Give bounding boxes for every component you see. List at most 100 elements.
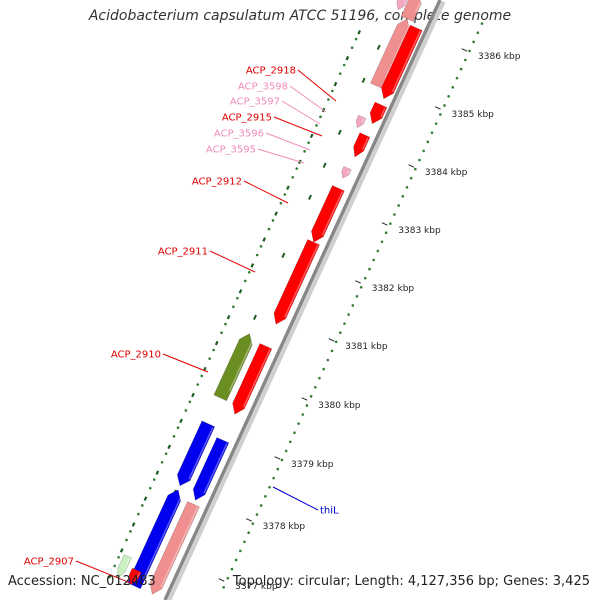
feature-row-left-dot xyxy=(291,175,295,179)
feature-row-left-dot xyxy=(354,37,358,41)
leader-acp-3596 xyxy=(265,132,311,151)
feature-row-left-dash xyxy=(131,522,136,527)
feature-row-left-dot xyxy=(295,167,299,170)
scale-tick-label: 3378 kbp xyxy=(263,522,306,532)
gene-label-acp-2911[interactable]: ACP_2911 xyxy=(158,247,208,258)
feature-row-left-dot xyxy=(283,193,287,196)
feature-row-right-dot xyxy=(305,404,309,407)
scale-tick-label: 3383 kbp xyxy=(398,226,441,236)
feature-row-left-dot xyxy=(331,89,334,93)
backbone-line xyxy=(163,0,442,600)
feature-row-right-dot xyxy=(326,358,330,362)
gene-arrow-acp-2915[interactable] xyxy=(353,132,371,158)
gene-label-acp-3596[interactable]: ACP_3596 xyxy=(214,129,264,140)
gene-label-acp-3598[interactable]: ACP_3598 xyxy=(238,82,288,93)
feature-row-right-dot xyxy=(289,440,292,444)
gene-arrow-acp-3597[interactable] xyxy=(355,114,367,129)
feature-row-left-dash xyxy=(179,418,183,424)
gene-arrow-acp-2907[interactable] xyxy=(128,567,142,585)
feature-row-right-dot xyxy=(422,149,425,153)
gene-arrow-thil[interactable] xyxy=(192,437,230,501)
gene-arrow-acp-2910[interactable] xyxy=(213,333,253,402)
scale-tick-label: 3382 kbp xyxy=(372,284,415,294)
feature-row-left-dot xyxy=(184,409,188,412)
feature-row-left-dot xyxy=(232,305,235,309)
gene-label-acp-2912[interactable]: ACP_2912 xyxy=(192,177,242,188)
feature-row-left-dot xyxy=(243,279,247,283)
gene-label-acp-2907[interactable]: ACP_2907 xyxy=(24,557,74,568)
scale-tick-label: 3381 kbp xyxy=(345,342,388,352)
gene-arrow-acp-2909-highlight xyxy=(242,348,271,408)
feature-row-left-dash xyxy=(143,496,148,501)
feature-marker xyxy=(308,194,312,200)
feature-row-left-dot xyxy=(212,348,215,352)
gene-arrow-acp-2911[interactable] xyxy=(273,239,320,325)
feature-row-right-dot xyxy=(389,222,392,225)
gene-arrow-acp-2915-highlight xyxy=(361,137,369,150)
feature-marker xyxy=(322,162,327,168)
feature-row-left-dot xyxy=(342,63,346,67)
feature-row-right-dot xyxy=(405,185,409,189)
feature-row-right-dot xyxy=(468,49,471,53)
gene-arrow-acp-2909[interactable] xyxy=(232,343,273,415)
feature-row-right-dot xyxy=(276,467,280,471)
scale-tick-label: 3377 kbp xyxy=(235,582,278,592)
feature-row-right-dot xyxy=(347,313,350,316)
gene-label-acp-3597[interactable]: ACP_3597 xyxy=(230,97,280,108)
feature-row-left-dot xyxy=(327,98,330,101)
gene-arrow-acp-2918-highlight xyxy=(391,30,422,93)
gene-arrow-small-upper[interactable] xyxy=(396,0,408,11)
feature-row-left-dash xyxy=(274,211,278,216)
feature-row-right-dot xyxy=(330,349,334,353)
feature-row-left-dot xyxy=(125,538,128,542)
feature-row-right-dot xyxy=(355,295,359,298)
gene-arrow-blue-3[interactable] xyxy=(127,489,182,590)
feature-row-left-dash xyxy=(250,263,255,268)
feature-row-left-dot xyxy=(208,357,211,360)
gene-arrow-acp-2911-highlight xyxy=(284,244,319,318)
feature-row-left-dash xyxy=(119,548,124,553)
gene-arrow-acp-2912[interactable] xyxy=(311,185,345,243)
gene-arrow-acp-2916[interactable] xyxy=(369,101,388,125)
gene-label-acp-2910[interactable]: ACP_2910 xyxy=(111,350,161,361)
feature-marker xyxy=(361,77,366,83)
gene-label-acp-2915[interactable]: ACP_2915 xyxy=(222,113,272,124)
gene-arrow-acp-3595[interactable] xyxy=(341,166,352,179)
feature-row-right-dot xyxy=(264,495,267,498)
gene-arrow-acp-2918[interactable] xyxy=(381,24,423,100)
gene-arrow-acp-2919-upper[interactable] xyxy=(400,0,422,22)
gene-arrow-acp-2918-pink-highlight xyxy=(384,21,412,80)
scale-tick-mark xyxy=(355,280,362,284)
feature-row-right-dot xyxy=(439,113,442,116)
feature-row-left-dash xyxy=(238,289,243,294)
feature-row-left-dot xyxy=(176,426,180,430)
feature-row-right-dot xyxy=(343,322,346,325)
scale-tick-mark xyxy=(274,456,281,460)
feature-row-left-dot xyxy=(319,115,322,119)
gene-label-acp-3595[interactable]: ACP_3595 xyxy=(206,145,256,156)
feature-row-left-dot xyxy=(220,331,223,335)
feature-row-right-dot xyxy=(397,204,400,207)
feature-row-left-dash xyxy=(191,392,195,398)
feature-row-right-dot xyxy=(364,276,367,280)
leader-acp-2910 xyxy=(162,353,209,373)
feature-row-left-dot xyxy=(279,201,283,205)
feature-row-left-dot xyxy=(141,504,144,507)
feature-row-right-dot xyxy=(351,304,355,307)
gene-label-thil[interactable]: thiL xyxy=(320,506,339,517)
feature-marker xyxy=(376,44,381,50)
gene-arrow-acp-3597-highlight xyxy=(361,118,365,123)
feature-row-right-dot xyxy=(309,395,313,398)
scale-tick-mark xyxy=(408,164,415,168)
gene-arrow-acp-2907-pale[interactable] xyxy=(117,554,132,579)
feature-row-left-dash xyxy=(357,29,362,35)
gene-arrow-blue-1[interactable] xyxy=(176,420,216,487)
feature-row-left-dot xyxy=(152,478,156,481)
gene-label-acp-2918[interactable]: ACP_2918 xyxy=(246,66,296,77)
scale-tick-mark xyxy=(246,518,252,522)
feature-row-left-dot xyxy=(172,435,176,438)
feature-row-left-dash xyxy=(333,81,338,87)
feature-row-right-dot xyxy=(280,458,284,462)
gene-arrow-pink-lower[interactable] xyxy=(149,501,200,595)
